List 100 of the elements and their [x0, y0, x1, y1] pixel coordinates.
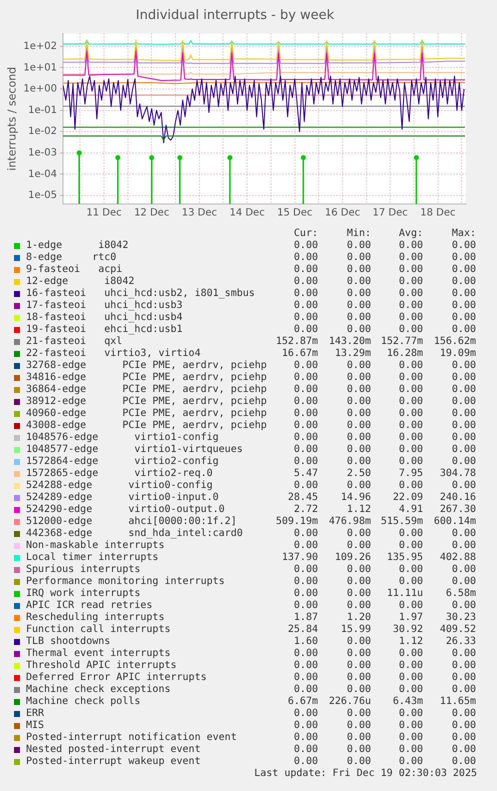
legend-label: Performance monitoring interrupts: [26, 576, 225, 588]
legend-label: Posted-interrupt wakeup event: [26, 756, 201, 768]
text: Last update: Fri Dec 19 02:30:03 2025: [253, 768, 478, 780]
x-tick-label: 14 Dec: [229, 208, 265, 219]
text: 0.00 0.00 0.00 0.00: [294, 756, 476, 767]
legend-label: 38912-edge PCIe PME, aerdrv, pciehp: [26, 396, 267, 408]
legend-label: 1048576-edge virtio1-config: [26, 432, 219, 444]
y-tick-label: 1e+02: [23, 41, 57, 52]
text: 0.00 0.00 0.00 0.00: [294, 312, 476, 323]
text: 0.00 0.00 0.00 0.00: [294, 576, 476, 587]
text: 0.00 0.00 0.00 0.00: [294, 420, 476, 431]
text: 0.00 0.00 0.00 0.00: [294, 396, 476, 407]
legend-label: 524288-edge virtio0-config: [26, 480, 213, 492]
text: 2.72 1.12 4.91 267.30: [294, 504, 476, 515]
text: 509.19m 476.98m 515.59m 600.14m: [274, 516, 476, 528]
legend-label: Local timer interrupts: [26, 552, 158, 564]
text: 0.00 0.00 0.00 0.00: [294, 456, 476, 467]
text: 0.00 0.00 0.00 0.00: [294, 528, 476, 539]
text: 0.00 0.00 0.00 0.00: [294, 252, 476, 263]
legend-label: 43008-edge PCIe PME, aerdrv, pciehp: [26, 420, 267, 432]
text: 0.00 0.00 0.00 0.00: [294, 480, 476, 491]
x-tick-label: 16 Dec: [324, 208, 360, 219]
text: 0.00 0.00 0.00 0.00: [294, 432, 476, 443]
text: 0.00 0.00 0.00 0.00: [294, 744, 476, 755]
legend-label: 22-fasteoi virtio3, virtio4: [26, 348, 201, 360]
text: 0.00 0.00 0.00 0.00: [294, 540, 476, 551]
text: 0.00 0.00 0.00 0.00: [294, 600, 476, 611]
text: 0.00 0.00 0.00 0.00: [294, 672, 476, 683]
text: 0.00 0.00 0.00 0.00: [294, 360, 476, 371]
x-tick-label: 11 Dec: [86, 208, 122, 219]
y-tick-label: 1e+01: [23, 62, 57, 74]
legend-label: Posted-interrupt notification event: [26, 732, 237, 744]
legend-label: 19-fasteoi ehci_hcd:usb1: [26, 324, 183, 336]
y-tick-label: 1e-03: [28, 148, 57, 159]
legend-label: 21-fasteoi qxl: [26, 336, 122, 348]
x-tick-label: 12 Dec: [134, 208, 170, 219]
text: 0.00 0.00 0.00 0.00: [294, 408, 476, 419]
y-tick-label: 1e-02: [28, 126, 57, 138]
legend-label: Nested posted-interrupt event: [26, 744, 201, 756]
text: 0.00 0.00 0.00 0.00: [294, 240, 476, 251]
legend-label: Rescheduling interrupts: [26, 612, 164, 624]
text: 0.00 0.00 0.00 0.00: [294, 708, 476, 719]
legend-label: 18-fasteoi uhci_hcd:usb4: [26, 312, 183, 324]
text: 0.00 0.00 0.00 0.00: [294, 324, 476, 335]
legend-label: 32768-edge PCIe PME, aerdrv, pciehp: [26, 360, 267, 372]
text: 0.00 0.00 0.00 0.00: [294, 648, 476, 659]
y-axis-title: interrupts / second: [5, 66, 18, 171]
x-tick-label: 18 Dec: [420, 208, 456, 219]
text: 5.47 2.50 7.95 304.78: [294, 468, 476, 479]
y-tick-label: 1e-01: [28, 104, 57, 116]
chart-title: Individual interrupts - by week: [136, 8, 335, 24]
legend-label: ERR: [26, 708, 44, 720]
legend-label: Machine check polls: [26, 696, 140, 708]
text: 152.87m 143.20m 152.77m 156.62m: [274, 336, 476, 348]
legend-label: TLB shootdowns: [26, 636, 110, 648]
text: 0.00 0.00 0.00 0.00: [294, 564, 476, 575]
legend-label: 36864-edge PCIe PME, aerdrv, pciehp: [26, 384, 267, 396]
text: 0.00 0.00 0.00 0.00: [294, 384, 476, 395]
text: 25.84 15.99 30.92 409.52: [288, 624, 476, 635]
text: 0.00 0.00 0.00 0.00: [294, 288, 476, 299]
legend-label: 9-fasteoi acpi: [26, 264, 122, 276]
legend-label: 1572864-edge virtio2-config: [26, 456, 219, 468]
legend-label: 17-fasteoi uhci_hcd:usb3: [26, 300, 183, 312]
text: 0.00 0.00 0.00 0.00: [294, 720, 476, 731]
legend-label: 442368-edge snd_hda_intel:card0: [26, 528, 243, 540]
legend-label: 34816-edge PCIe PME, aerdrv, pciehp: [26, 372, 267, 384]
legend-label: 1048577-edge virtio1-virtqueues: [26, 444, 243, 456]
text: Cur: Min: Avg: Max:: [294, 228, 476, 239]
text: 137.90 109.26 135.95 402.88: [282, 552, 476, 563]
legend-label: Non-maskable interrupts: [26, 540, 164, 552]
x-tick-label: 17 Dec: [372, 208, 408, 219]
text: 0.00 0.00 0.00 0.00: [294, 372, 476, 383]
text: 16.67m 13.29m 16.28m 19.09m: [282, 348, 476, 359]
text: 0.00 0.00 0.00 0.00: [294, 276, 476, 287]
legend-label: Function call interrupts: [26, 624, 170, 636]
legend-label: MIS: [26, 720, 44, 732]
legend-label: 524290-edge virtio0-output.0: [26, 504, 225, 516]
legend-label: 8-edge rtc0: [26, 252, 116, 264]
legend-label: 524289-edge virtio0-input.0: [26, 492, 219, 504]
y-tick-label: 1e+00: [23, 84, 57, 95]
legend-label: Deferred Error APIC interrupts: [26, 672, 207, 684]
legend-label: Thermal event interrupts: [26, 648, 170, 660]
text: 0.00 0.00 0.00 0.00: [294, 732, 476, 743]
legend-label: 512000-edge ahci[0000:00:1f.2]: [26, 516, 237, 528]
y-tick-label: 1e-04: [28, 168, 57, 180]
text: 28.45 14.96 22.09 240.16: [288, 492, 476, 503]
text: 1.87 1.20 1.97 30.23: [294, 612, 476, 623]
text: 0.00 0.00 0.00 0.00: [294, 684, 476, 695]
legend-label: Machine check exceptions: [26, 684, 170, 696]
text: 0.00 0.00 0.00 0.00: [294, 264, 476, 275]
text: 1.60 0.00 1.12 26.33: [294, 636, 476, 647]
y-tick-label: 1e-05: [28, 190, 57, 202]
legend-label: 12-edge i8042: [26, 276, 134, 288]
text: 6.67m 226.76u 6.43m 11.65m: [288, 696, 476, 707]
text: 0.00 0.00 0.00 0.00: [294, 300, 476, 311]
legend-label: 1572865-edge virtio2-req.0: [26, 468, 213, 480]
legend-label: 1-edge i8042: [26, 240, 128, 252]
text: 0.00 0.00 0.00 0.00: [294, 660, 476, 671]
legend-label: IRQ work interrupts: [26, 588, 140, 600]
legend-label: 40960-edge PCIe PME, aerdrv, pciehp: [26, 408, 267, 420]
